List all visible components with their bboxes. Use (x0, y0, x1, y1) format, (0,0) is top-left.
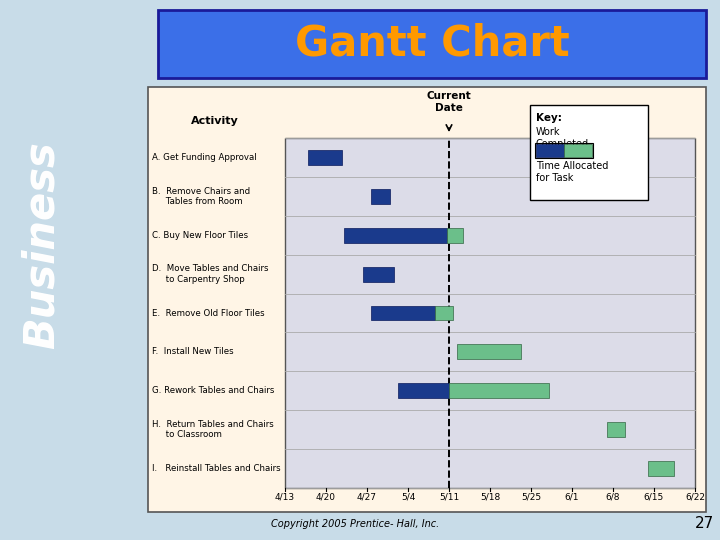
Bar (363, 267, 394, 281)
Bar (457, 345, 521, 359)
Text: G. Rework Tables and Chairs: G. Rework Tables and Chairs (152, 386, 274, 395)
Bar (158, 10, 706, 78)
Text: Business: Business (21, 141, 63, 349)
Bar (648, 461, 675, 476)
Bar (530, 105, 648, 200)
Bar (397, 383, 449, 398)
Text: 4/20: 4/20 (316, 492, 336, 501)
Text: Activity: Activity (191, 116, 239, 126)
Text: 4/13: 4/13 (275, 492, 295, 501)
Bar (564, 144, 592, 157)
Text: 4/27: 4/27 (357, 492, 377, 501)
Bar (285, 138, 695, 488)
Text: Key:: Key: (536, 113, 562, 123)
Text: 6/8: 6/8 (606, 492, 620, 501)
Text: Time Allocated
for Task: Time Allocated for Task (536, 161, 608, 183)
Text: I.   Reinstall Tables and Chairs: I. Reinstall Tables and Chairs (152, 464, 281, 473)
Text: D.  Move Tables and Chairs
     to Carpentry Shop: D. Move Tables and Chairs to Carpentry S… (152, 265, 269, 284)
Text: F.  Install New Tiles: F. Install New Tiles (152, 347, 233, 356)
Bar (435, 306, 453, 320)
Bar (449, 383, 549, 398)
Text: Work
Completed: Work Completed (536, 127, 589, 148)
Bar (535, 143, 593, 158)
Bar (344, 228, 447, 242)
Bar (371, 306, 435, 320)
Text: Current
Date: Current Date (427, 91, 472, 113)
Text: Copyright 2005 Prentice- Hall, Inc.: Copyright 2005 Prentice- Hall, Inc. (271, 519, 439, 529)
Text: 6/15: 6/15 (644, 492, 664, 501)
Text: 6/1: 6/1 (564, 492, 580, 501)
Bar (536, 144, 564, 157)
Text: 27: 27 (696, 516, 715, 531)
Bar (447, 228, 464, 242)
Text: E.  Remove Old Floor Tiles: E. Remove Old Floor Tiles (152, 308, 265, 318)
Text: A. Get Funding Approval: A. Get Funding Approval (152, 153, 256, 162)
Text: C. Buy New Floor Tiles: C. Buy New Floor Tiles (152, 231, 248, 240)
Text: 5/4: 5/4 (401, 492, 415, 501)
Bar (148, 87, 706, 512)
Bar (307, 150, 343, 165)
Text: 5/18: 5/18 (480, 492, 500, 501)
Text: B.  Remove Chairs and
     Tables from Room: B. Remove Chairs and Tables from Room (152, 187, 250, 206)
Text: H.  Return Tables and Chairs
     to Classroom: H. Return Tables and Chairs to Classroom (152, 420, 274, 440)
Bar (371, 189, 390, 204)
Text: 5/11: 5/11 (439, 492, 459, 501)
Bar (607, 422, 625, 437)
Text: Gantt Chart: Gantt Chart (294, 23, 570, 65)
Text: 5/25: 5/25 (521, 492, 541, 501)
Text: 6/22: 6/22 (685, 492, 705, 501)
